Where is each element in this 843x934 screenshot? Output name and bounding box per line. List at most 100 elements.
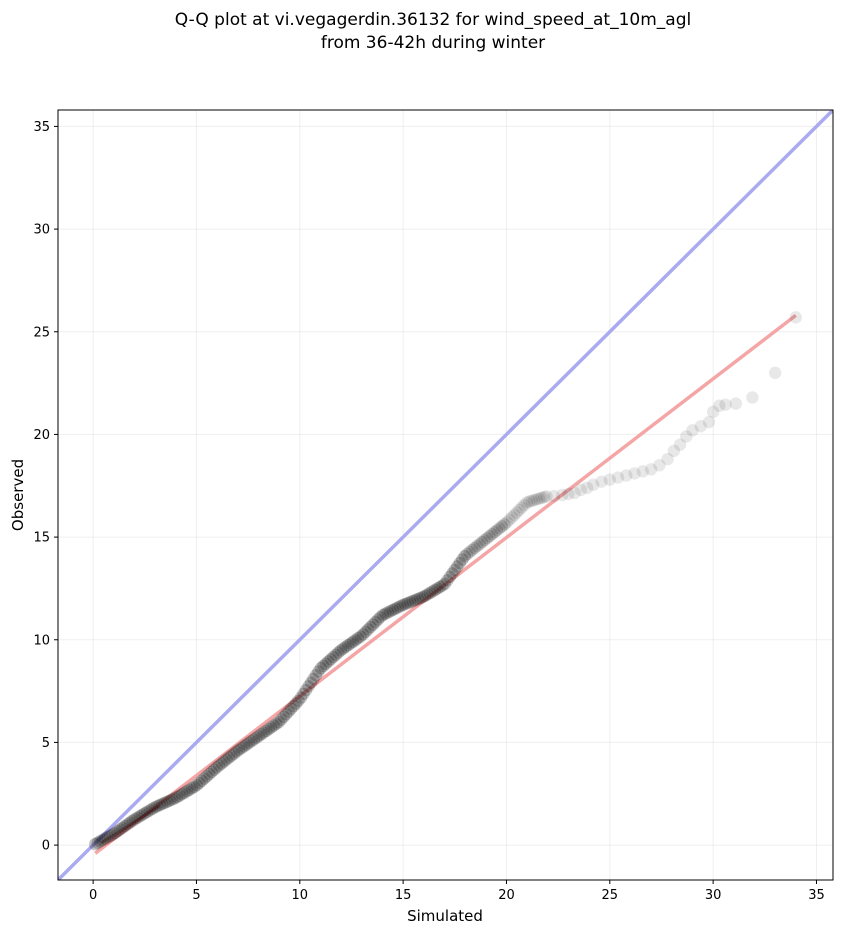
data-point <box>513 503 526 517</box>
data-point <box>148 801 161 814</box>
data-point <box>574 483 588 497</box>
data-point <box>399 597 412 611</box>
data-point <box>146 802 159 816</box>
data-point <box>485 528 499 541</box>
data-point <box>304 676 318 689</box>
data-point <box>334 644 347 657</box>
data-point <box>96 833 109 847</box>
data-point <box>636 465 650 478</box>
data-point <box>431 582 444 595</box>
data-point <box>113 823 127 836</box>
data-point <box>706 405 720 419</box>
data-point <box>309 669 323 682</box>
data-point <box>260 724 273 738</box>
data-point <box>128 812 142 826</box>
data-point <box>222 751 236 764</box>
data-point <box>319 657 333 670</box>
data-point <box>401 596 414 610</box>
data-point <box>505 511 519 524</box>
data-point <box>493 522 506 535</box>
data-point <box>160 795 174 808</box>
data-point <box>568 486 581 500</box>
data-point <box>123 816 137 829</box>
x-tick-label: 15 <box>395 888 412 903</box>
data-point <box>396 598 409 612</box>
x-tick-label: 20 <box>498 888 515 903</box>
data-point <box>220 753 233 766</box>
data-point <box>89 837 102 851</box>
data-point <box>103 829 117 843</box>
y-tick-label: 0 <box>42 839 50 854</box>
data-point <box>453 556 466 570</box>
data-point <box>91 836 104 849</box>
data-point <box>210 761 223 774</box>
data-point <box>225 749 238 762</box>
data-point <box>463 545 476 559</box>
y-tick-label: 20 <box>33 428 50 443</box>
data-point <box>540 490 553 503</box>
fit-line <box>94 313 797 855</box>
data-point <box>203 767 216 781</box>
data-point <box>421 588 434 601</box>
data-point <box>768 366 782 380</box>
data-point <box>173 789 186 802</box>
data-point <box>200 770 213 783</box>
data-point <box>195 774 209 787</box>
data-point <box>478 533 491 547</box>
data-point <box>151 799 164 813</box>
data-point <box>116 821 129 834</box>
data-point <box>468 541 481 555</box>
data-point <box>106 828 119 841</box>
data-point <box>473 537 486 551</box>
data-point <box>245 734 258 748</box>
data-point <box>436 579 449 592</box>
data-point <box>279 708 293 721</box>
data-point <box>272 715 285 729</box>
data-point <box>185 782 199 795</box>
data-point <box>188 780 201 793</box>
data-point <box>337 642 350 655</box>
data-point <box>746 391 759 404</box>
data-point <box>510 506 523 519</box>
data-point <box>483 529 496 543</box>
data-point <box>438 577 452 590</box>
data-point <box>498 518 511 531</box>
data-point <box>354 630 367 643</box>
data-point <box>556 488 569 502</box>
data-point <box>344 637 357 650</box>
data-point <box>426 585 439 598</box>
data-point <box>270 717 283 731</box>
data-point <box>789 311 802 324</box>
data-point <box>275 713 288 726</box>
data-points <box>89 311 802 851</box>
data-point <box>448 563 461 577</box>
data-point <box>562 487 575 501</box>
data-point <box>314 661 328 675</box>
data-point <box>230 745 243 758</box>
data-point <box>356 628 370 641</box>
data-point <box>143 804 156 817</box>
data-point <box>235 741 248 755</box>
data-point <box>237 740 251 753</box>
y-axis-label: Observed <box>9 459 27 531</box>
data-point <box>93 835 107 848</box>
data-point <box>193 776 206 790</box>
data-point <box>508 508 521 522</box>
y-tick-label: 35 <box>33 120 50 135</box>
data-point <box>108 826 122 840</box>
data-point <box>458 549 471 563</box>
data-point <box>628 467 641 480</box>
data-point <box>480 531 494 545</box>
data-point <box>520 496 533 509</box>
data-point <box>351 632 365 645</box>
data-point <box>620 469 633 482</box>
data-point <box>451 560 464 573</box>
data-point <box>294 691 308 704</box>
y-axis: 0 5 10 15 20 25 30 35 <box>33 120 58 854</box>
chart-title-line-2: from 36-42h during winter <box>321 33 545 53</box>
data-point <box>535 491 548 505</box>
data-point <box>165 793 179 806</box>
data-point <box>661 452 674 466</box>
data-point <box>101 831 114 844</box>
data-point <box>250 731 263 744</box>
